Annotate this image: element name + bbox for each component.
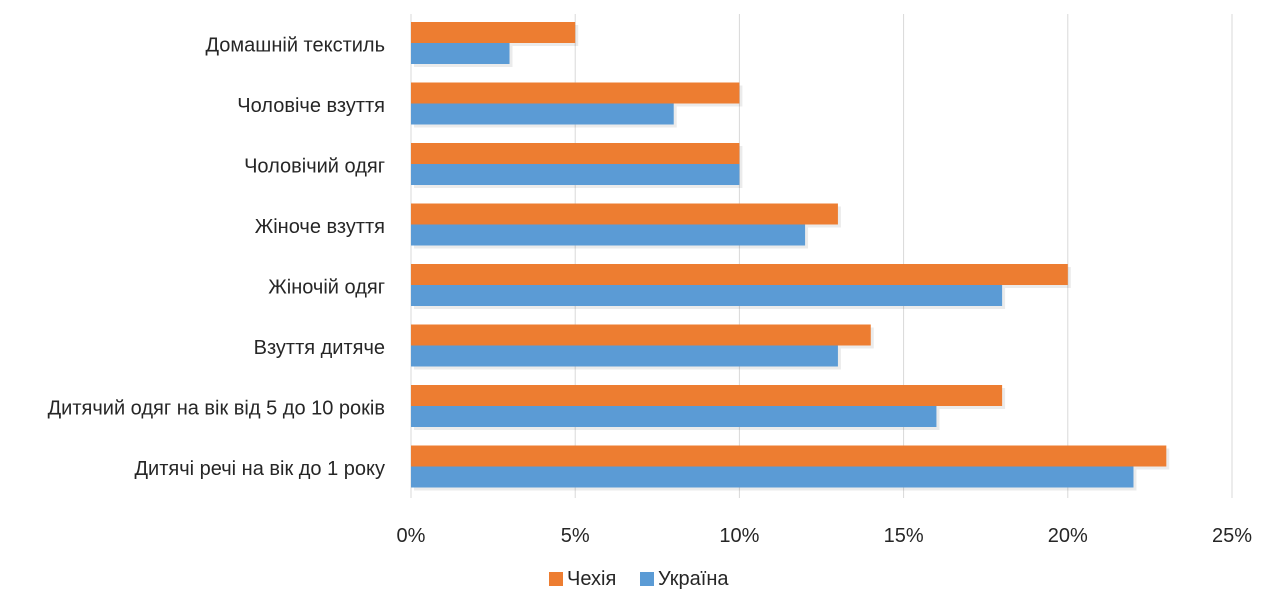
bar-ukraine bbox=[411, 285, 1003, 306]
bar-ukraine bbox=[411, 43, 510, 64]
x-tick-label: 20% bbox=[1048, 525, 1088, 547]
bar-czech bbox=[411, 82, 740, 104]
bar-czech bbox=[411, 203, 838, 225]
bar-czech bbox=[411, 22, 576, 43]
x-axis-ticks: 0% 5% 10% 15% 20% 25% bbox=[397, 525, 1253, 547]
category-label: Дитячі речі на вік до 1 року bbox=[135, 458, 385, 480]
bar-ukraine bbox=[411, 345, 838, 367]
category-label: Жіноче взуття bbox=[255, 216, 385, 238]
bar-czech bbox=[411, 445, 1167, 467]
legend-label-ukraine: Україна bbox=[658, 568, 729, 590]
legend: Чехія Україна bbox=[549, 568, 729, 590]
bar-ukraine bbox=[411, 224, 806, 246]
bar-ukraine bbox=[411, 406, 937, 427]
bar-czech bbox=[411, 385, 1003, 406]
x-tick-label: 10% bbox=[719, 525, 759, 547]
bar-czech bbox=[411, 324, 871, 346]
category-label: Взуття дитяче bbox=[254, 337, 385, 359]
bar-ukraine bbox=[411, 164, 740, 185]
legend-swatch bbox=[640, 572, 654, 586]
category-label: Дитячий одяг на вік від 5 до 10 років bbox=[48, 397, 385, 419]
bar-ukraine bbox=[411, 466, 1134, 488]
category-label: Домашній текстиль bbox=[206, 34, 385, 56]
x-tick-label: 0% bbox=[397, 525, 426, 547]
bar-ukraine bbox=[411, 103, 674, 125]
x-tick-label: 25% bbox=[1212, 525, 1252, 547]
category-label: Чоловічий одяг bbox=[244, 155, 385, 177]
bars bbox=[411, 22, 1170, 491]
bar-czech bbox=[411, 264, 1068, 285]
category-labels: Домашній текстиль Чоловіче взуття Чоловічи… bbox=[48, 34, 385, 480]
category-label: Жіночій одяг bbox=[268, 276, 385, 298]
category-label: Чоловіче взуття bbox=[237, 95, 385, 117]
legend-label-czech: Чехія bbox=[567, 568, 616, 590]
bar-czech bbox=[411, 143, 740, 164]
x-tick-label: 15% bbox=[884, 525, 924, 547]
x-tick-label: 5% bbox=[561, 525, 590, 547]
legend-swatch bbox=[549, 572, 563, 586]
